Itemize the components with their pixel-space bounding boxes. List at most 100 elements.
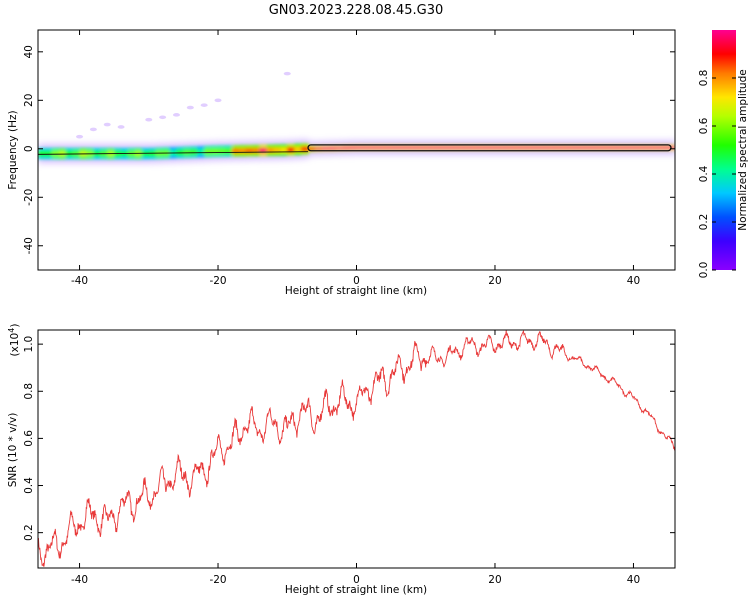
ridge-track-line bbox=[38, 151, 309, 155]
ridge-inner-cell bbox=[245, 147, 254, 154]
ridge-inner-cell bbox=[432, 146, 441, 150]
ridge-inner-cell bbox=[494, 146, 503, 150]
ridge-inner-cell bbox=[536, 146, 545, 150]
ridge-inner-cell bbox=[308, 147, 316, 151]
ridge-inner-cell bbox=[564, 146, 572, 150]
ridge-inner-cell bbox=[522, 146, 531, 150]
ridge-inner-cell bbox=[404, 146, 413, 150]
spectrogram-heatmap bbox=[38, 71, 675, 164]
ridge-inner-cell bbox=[44, 150, 53, 157]
ridge-inner-cell bbox=[398, 146, 406, 150]
ridge-inner-cell bbox=[418, 146, 427, 150]
ridge-inner-cell bbox=[501, 146, 510, 150]
ridge-inner-cell bbox=[598, 146, 607, 150]
x-tick-label: -20 bbox=[209, 275, 226, 287]
ridge-inner-cell bbox=[453, 146, 461, 150]
ridge-inner-cell bbox=[231, 148, 240, 154]
weak-signal-blob bbox=[76, 134, 84, 139]
ridge-inner-cell bbox=[51, 150, 60, 157]
ridge-inner-cell bbox=[204, 148, 212, 155]
ridge-inner-cell bbox=[654, 146, 662, 150]
y-tick-label: 40 bbox=[23, 45, 35, 58]
ridge-inner-cell bbox=[321, 146, 330, 150]
y-tick-label: 0.2 bbox=[23, 524, 35, 541]
weak-signal-blob bbox=[214, 98, 222, 103]
ridge-inner-cell bbox=[38, 150, 46, 157]
ridge-inner-cell bbox=[335, 146, 344, 150]
weak-signal-blob bbox=[159, 115, 167, 120]
ridge-inner-cell bbox=[474, 146, 482, 150]
weak-signal-blob bbox=[89, 127, 97, 132]
ridge-inner-cell bbox=[488, 146, 496, 150]
ridge-inner-cell bbox=[363, 146, 371, 150]
weak-signal-blob bbox=[200, 103, 208, 107]
ridge-inner-cell bbox=[508, 146, 517, 150]
ridge-inner-cell bbox=[314, 147, 323, 151]
colorbar-ticks: 0.0 0.2 0.4 0.6 0.8 bbox=[698, 70, 736, 279]
ridge-inner-cell bbox=[287, 147, 295, 153]
ridge-inner-cell bbox=[273, 147, 281, 153]
colorbar-label: Normalized spectral amplitude bbox=[737, 69, 749, 230]
ridge-inner-cell bbox=[218, 148, 226, 154]
x-tick-label: 0 bbox=[353, 275, 360, 287]
ridge-inner-cell bbox=[439, 146, 448, 150]
ridge-inner-cell bbox=[529, 146, 538, 150]
ridge-inner-cell bbox=[543, 146, 551, 150]
weak-signal-blob bbox=[117, 125, 125, 129]
ridge-inner-cell bbox=[58, 150, 67, 157]
ridge-inner-cell bbox=[619, 146, 628, 150]
ridge-inner-cell bbox=[342, 146, 351, 150]
colorbar-tick-label: 0.2 bbox=[698, 214, 710, 231]
colorbar-tick-label: 0.6 bbox=[698, 117, 710, 134]
y-tick-label: 1.0 bbox=[23, 336, 35, 353]
snr-series-line bbox=[38, 330, 675, 567]
weak-signal-blob bbox=[283, 71, 291, 76]
snr-line-group bbox=[38, 330, 675, 567]
ridge-inner-cell bbox=[356, 146, 365, 150]
x-tick-label: -40 bbox=[71, 275, 88, 287]
ridge-inner-cell bbox=[211, 148, 219, 155]
ridge-inner-cell bbox=[266, 147, 275, 154]
snr-y-axis-label: SNR (10 * v/v) bbox=[7, 413, 19, 488]
ridge-inner-cell bbox=[571, 146, 579, 150]
ridge-track-outline bbox=[307, 144, 672, 152]
ridge-inner-cell bbox=[425, 146, 434, 150]
y-tick-label: 0.8 bbox=[23, 383, 35, 400]
snr-x-axis-label: Height of straight line (km) bbox=[285, 584, 427, 596]
ridge-inner-cell bbox=[446, 146, 455, 150]
ridge-inner-cell bbox=[384, 146, 392, 150]
ridge-inner-cell bbox=[377, 146, 385, 150]
x-tick-label: -20 bbox=[209, 574, 226, 586]
ridge-inner-cell bbox=[467, 146, 475, 150]
ridge-inner-cell bbox=[183, 149, 191, 156]
y-tick-label: 20 bbox=[23, 94, 35, 107]
ridge-inner-cell bbox=[224, 148, 233, 154]
x-tick-label: 20 bbox=[488, 275, 501, 287]
ridge-inner-cell bbox=[294, 146, 302, 153]
ridge-inner-cell bbox=[591, 146, 600, 150]
ridge-inner-cell bbox=[578, 146, 586, 150]
ridge-inner-cell bbox=[370, 146, 378, 150]
ridge-inner-cell bbox=[647, 146, 655, 150]
snr-frame bbox=[37, 329, 676, 569]
x-tick-label: -40 bbox=[71, 574, 88, 586]
ridge-inner-cell bbox=[238, 148, 247, 154]
spectrogram-panel: -40 -20 0 20 40 -40 -20 0 20 40 Height of straig… bbox=[7, 29, 676, 297]
ridge-inner-cell bbox=[557, 146, 565, 150]
ridge-inner-cell bbox=[328, 146, 337, 150]
y-tick-label: 0.6 bbox=[23, 430, 35, 447]
colorbar-tick-label: 0.0 bbox=[698, 262, 710, 279]
ridge-inner-cell bbox=[197, 149, 205, 155]
ridge-inner-cell bbox=[349, 146, 358, 150]
ridge-inner-cell bbox=[259, 147, 268, 154]
x-tick-label: 20 bbox=[488, 574, 501, 586]
colorbar: 0.0 0.2 0.4 0.6 0.8 Normalized spectral ampl… bbox=[698, 30, 749, 278]
ridge-inner-cell bbox=[460, 146, 468, 150]
snr-x-ticks: -40 -20 0 20 40 bbox=[71, 330, 640, 586]
colorbar-tick-label: 0.4 bbox=[698, 165, 710, 182]
weak-signal-blob bbox=[103, 122, 111, 127]
ridge-inner-cell bbox=[633, 146, 641, 150]
x-tick-label: 40 bbox=[627, 574, 640, 586]
ridge-inner-cell bbox=[190, 149, 198, 155]
